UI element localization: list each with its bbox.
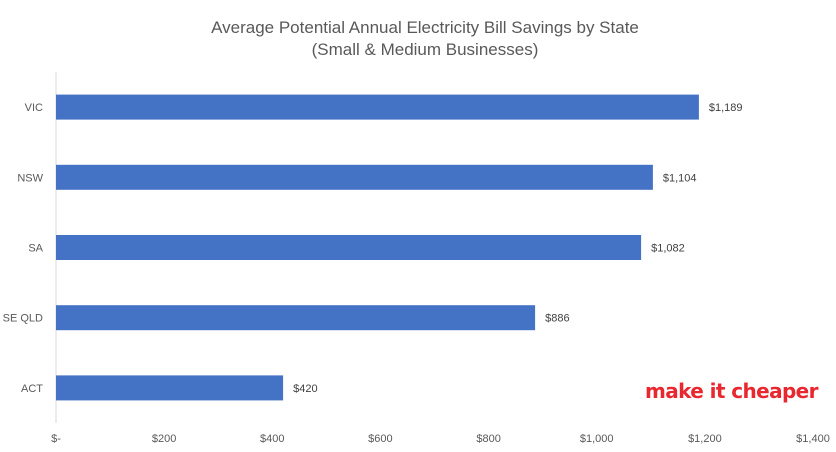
bar-vic <box>56 94 699 120</box>
x-tick-label: $600 <box>368 433 392 445</box>
data-label: $1,189 <box>709 102 743 114</box>
category-label: SA <box>28 243 43 255</box>
chart-subtitle: (Small & Medium Businesses) <box>311 40 539 59</box>
category-label: SE QLD <box>3 313 43 325</box>
bar-nsw <box>56 164 653 190</box>
brand-logo: make it cheaper <box>645 379 819 403</box>
x-tick-labels-group: $- $200 $400 $600 $800 $1,000 $1,200 $1,400 <box>51 433 830 445</box>
x-tick-label: $1,200 <box>688 433 722 445</box>
data-label: $886 <box>545 313 569 325</box>
x-tick-label: $1,400 <box>796 433 830 445</box>
x-tick-label: $1,000 <box>580 433 614 445</box>
category-label: VIC <box>25 102 43 114</box>
x-tick-label: $- <box>51 433 61 445</box>
bar-se-qld <box>56 305 536 331</box>
bar-sa <box>56 235 642 260</box>
category-labels-group: VIC NSW SA SE QLD ACT <box>3 102 44 395</box>
data-labels-group: $1,189 $1,104 $1,082 $886 $420 <box>293 102 742 395</box>
data-label: $1,104 <box>663 172 697 184</box>
x-tick-label: $200 <box>152 433 176 445</box>
x-tick-label: $800 <box>476 433 500 445</box>
bar-act <box>56 375 284 401</box>
chart-title: Average Potential Annual Electricity Bil… <box>211 18 639 37</box>
x-tick-label: $400 <box>260 433 284 445</box>
data-label: $1,082 <box>651 243 685 255</box>
data-label: $420 <box>293 383 317 395</box>
bars-group <box>56 94 699 401</box>
category-label: NSW <box>17 172 43 184</box>
category-label: ACT <box>21 383 43 395</box>
